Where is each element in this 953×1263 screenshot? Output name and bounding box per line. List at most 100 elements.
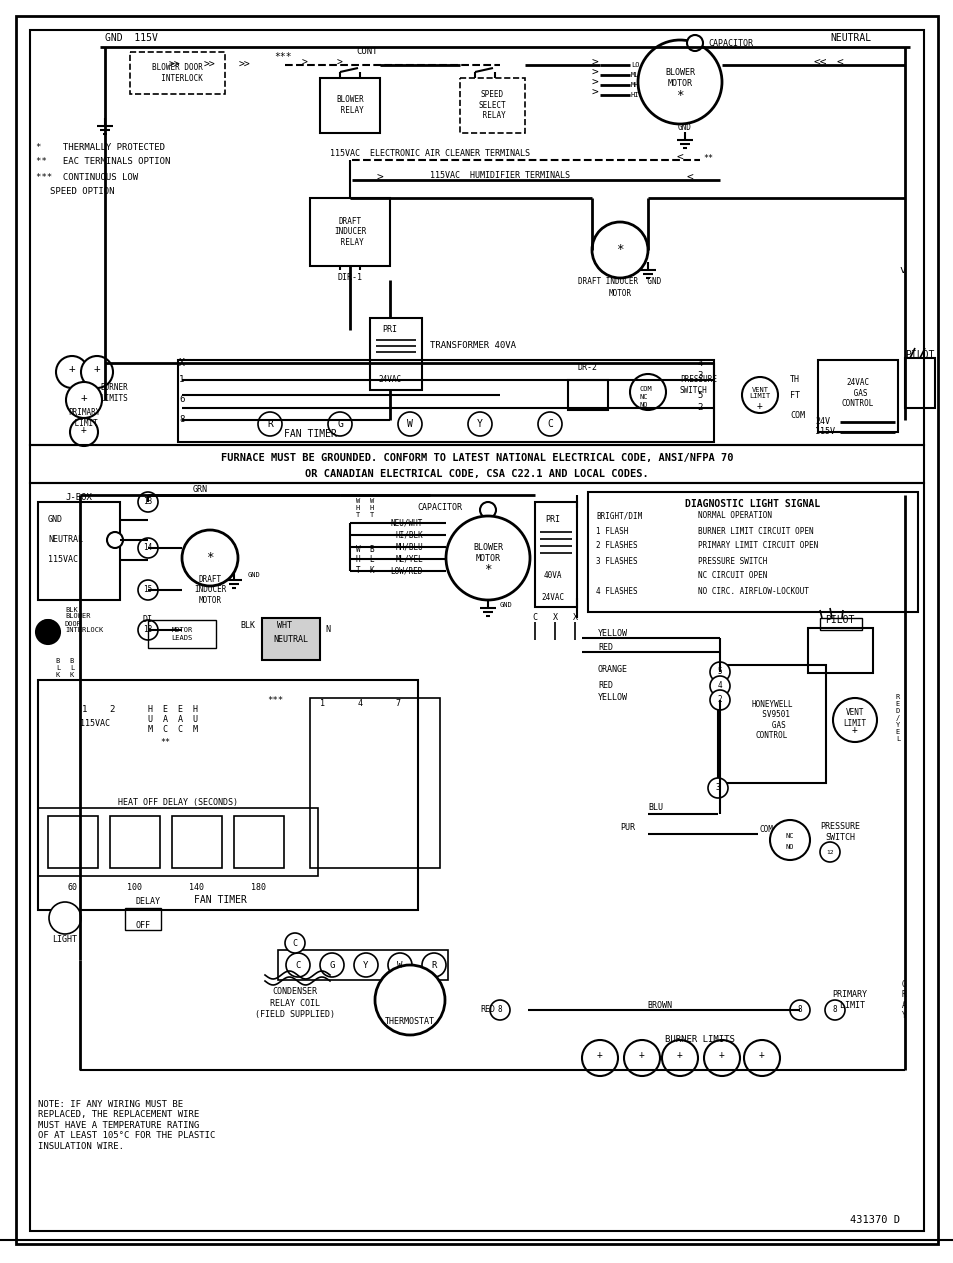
Circle shape bbox=[138, 620, 158, 640]
Text: BROWN: BROWN bbox=[647, 1000, 672, 1009]
Bar bbox=[30, 445, 923, 482]
Text: 1 FLASH: 1 FLASH bbox=[596, 527, 628, 536]
Text: 15: 15 bbox=[143, 586, 152, 595]
Text: YELLOW: YELLOW bbox=[598, 693, 627, 702]
Text: MH/BLU: MH/BLU bbox=[395, 543, 422, 552]
Circle shape bbox=[66, 381, 102, 418]
Circle shape bbox=[479, 501, 496, 518]
Text: PRI: PRI bbox=[382, 326, 397, 335]
Text: >>: >> bbox=[204, 61, 215, 69]
Circle shape bbox=[107, 532, 123, 548]
Text: CONDENSER: CONDENSER bbox=[273, 988, 317, 997]
Text: 2: 2 bbox=[717, 696, 721, 705]
Text: THERMOSTAT: THERMOSTAT bbox=[385, 1018, 435, 1027]
Circle shape bbox=[581, 1039, 618, 1076]
Text: BLK
BLOWER
DOOR
INTERLOCK: BLK BLOWER DOOR INTERLOCK bbox=[65, 606, 103, 634]
Text: 4: 4 bbox=[357, 698, 362, 707]
Circle shape bbox=[769, 820, 809, 860]
Text: MOTOR: MOTOR bbox=[608, 289, 631, 298]
Text: 4 FLASHES: 4 FLASHES bbox=[596, 586, 637, 595]
Text: PILOT: PILOT bbox=[904, 350, 934, 360]
Text: +: + bbox=[759, 1050, 764, 1060]
Text: C: C bbox=[546, 419, 553, 429]
Text: 8: 8 bbox=[797, 1005, 801, 1014]
Circle shape bbox=[81, 356, 112, 388]
Text: DELAY: DELAY bbox=[135, 898, 160, 907]
Circle shape bbox=[257, 412, 282, 436]
Text: NEU/WHT: NEU/WHT bbox=[390, 519, 422, 528]
Text: CAPACITOR: CAPACITOR bbox=[417, 504, 462, 513]
Text: BURNER LIMITS: BURNER LIMITS bbox=[664, 1036, 734, 1045]
Circle shape bbox=[537, 412, 561, 436]
Circle shape bbox=[56, 356, 88, 388]
Bar bbox=[567, 380, 607, 410]
Text: BLU: BLU bbox=[647, 803, 662, 812]
Text: TH: TH bbox=[789, 375, 800, 384]
Text: GND  115V: GND 115V bbox=[105, 33, 157, 43]
Text: YELLOW: YELLOW bbox=[598, 629, 627, 638]
Bar bbox=[38, 679, 417, 911]
Text: C: C bbox=[293, 938, 297, 947]
Text: GND: GND bbox=[678, 124, 691, 133]
Text: VENT
LIMIT: VENT LIMIT bbox=[749, 386, 770, 399]
Text: 24V: 24V bbox=[814, 418, 829, 427]
Text: 2: 2 bbox=[110, 706, 114, 715]
Bar bbox=[277, 950, 448, 980]
Text: NORMAL OPERATION: NORMAL OPERATION bbox=[698, 512, 771, 520]
Text: DIR-1: DIR-1 bbox=[337, 273, 362, 282]
Text: v: v bbox=[899, 265, 905, 275]
Text: 180: 180 bbox=[252, 884, 266, 893]
Circle shape bbox=[182, 530, 237, 586]
Text: W: W bbox=[396, 960, 402, 970]
Text: 1: 1 bbox=[82, 706, 88, 715]
Text: 8: 8 bbox=[497, 1005, 502, 1014]
Text: >: > bbox=[591, 68, 598, 78]
Text: 3: 3 bbox=[715, 783, 720, 792]
Bar bbox=[459, 78, 524, 133]
Text: NEUTRAL: NEUTRAL bbox=[48, 536, 83, 544]
Text: 1: 1 bbox=[179, 375, 185, 384]
Text: 100: 100 bbox=[128, 884, 142, 893]
Text: 2 FLASHES: 2 FLASHES bbox=[596, 542, 637, 551]
Circle shape bbox=[328, 412, 352, 436]
Text: ML/YEL: ML/YEL bbox=[395, 554, 422, 563]
Text: +: + bbox=[93, 364, 100, 374]
Circle shape bbox=[592, 222, 647, 278]
Text: 13: 13 bbox=[143, 498, 152, 506]
Circle shape bbox=[138, 538, 158, 558]
Text: OFF: OFF bbox=[135, 921, 151, 930]
Text: PRESSURE
SWITCH: PRESSURE SWITCH bbox=[679, 375, 717, 395]
Bar bbox=[30, 30, 923, 445]
Circle shape bbox=[824, 1000, 844, 1021]
Text: BURNER
LIMITS: BURNER LIMITS bbox=[100, 383, 128, 403]
Text: 40VA: 40VA bbox=[543, 571, 561, 580]
Text: FT: FT bbox=[789, 390, 800, 399]
Text: COM: COM bbox=[789, 410, 804, 419]
Bar bbox=[310, 198, 390, 266]
Bar bbox=[904, 357, 934, 408]
Circle shape bbox=[703, 1039, 740, 1076]
Text: PRIMARY
 LIMIT: PRIMARY LIMIT bbox=[832, 990, 866, 1009]
Text: 3: 3 bbox=[697, 370, 702, 379]
Text: ***: *** bbox=[274, 52, 292, 62]
Circle shape bbox=[661, 1039, 698, 1076]
Text: <<: << bbox=[812, 58, 826, 68]
Text: HONEYWELL
  SV9501
   GAS
CONTROL: HONEYWELL SV9501 GAS CONTROL bbox=[750, 700, 792, 740]
Text: **   EAC TERMINALS OPTION: ** EAC TERMINALS OPTION bbox=[36, 158, 171, 167]
Text: COM: COM bbox=[760, 826, 773, 835]
Text: 2: 2 bbox=[697, 403, 702, 413]
Text: 6: 6 bbox=[179, 395, 185, 404]
Circle shape bbox=[70, 418, 98, 446]
Text: *: * bbox=[616, 244, 623, 256]
Text: >: > bbox=[376, 173, 383, 183]
Circle shape bbox=[421, 954, 446, 978]
Text: COM: COM bbox=[639, 386, 652, 392]
Bar bbox=[30, 482, 923, 1231]
Text: MH: MH bbox=[630, 82, 639, 88]
Text: R: R bbox=[267, 419, 273, 429]
Text: FAN TIMER: FAN TIMER bbox=[283, 429, 336, 440]
Circle shape bbox=[832, 698, 876, 741]
Circle shape bbox=[319, 954, 344, 978]
Text: NO: NO bbox=[785, 844, 794, 850]
Text: R: R bbox=[431, 960, 436, 970]
